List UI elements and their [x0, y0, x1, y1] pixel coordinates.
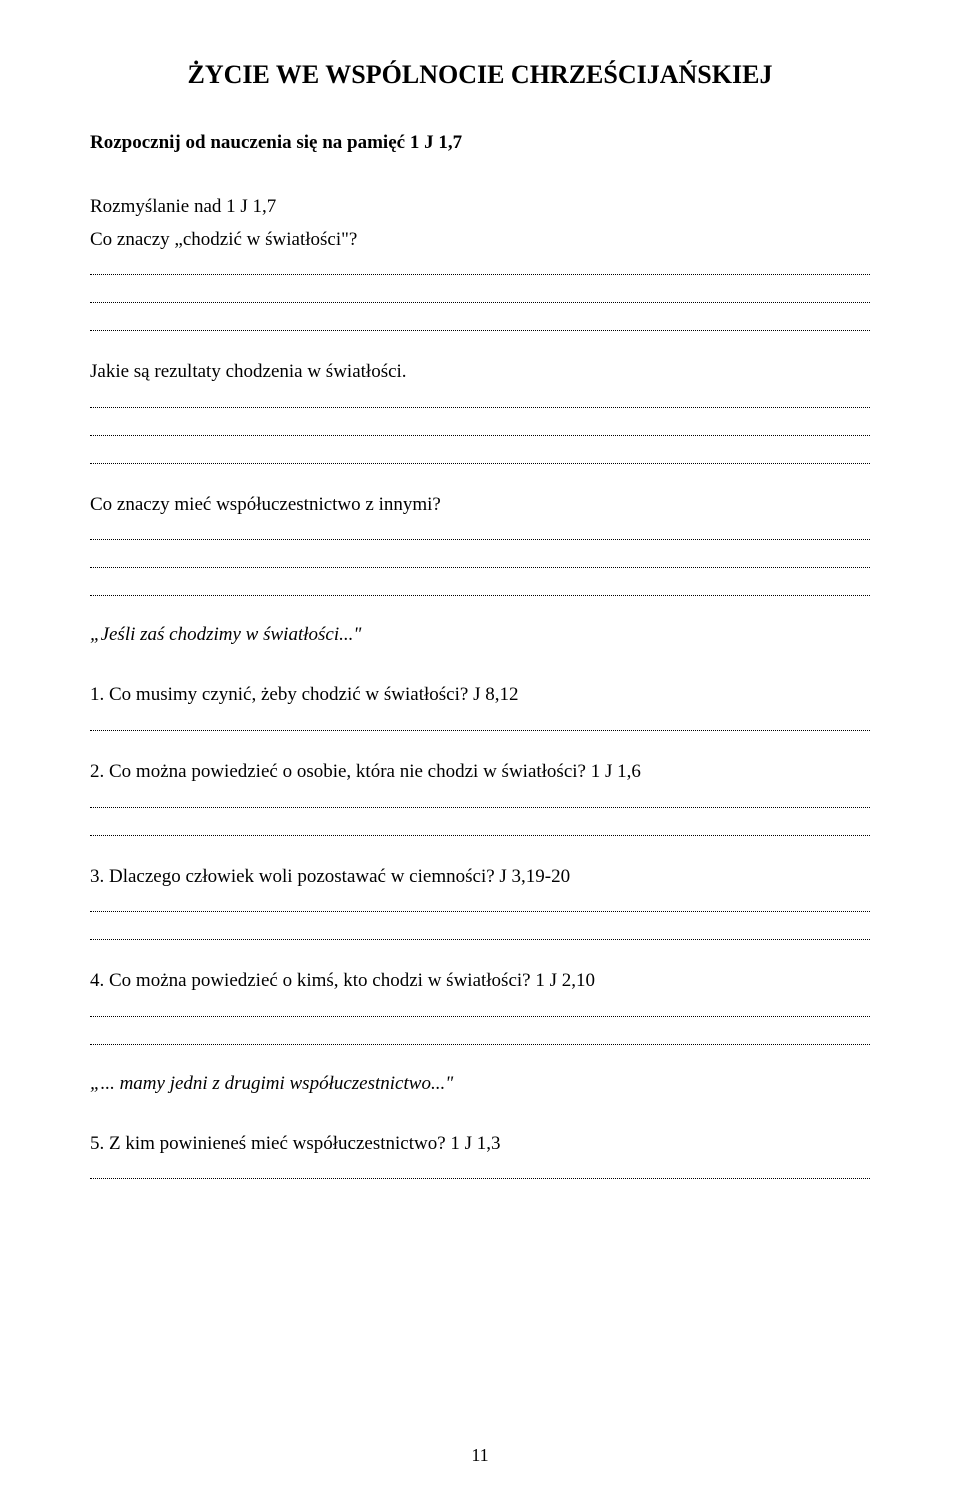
- question-1-block: 1. Co musimy czynić, żeby chodzić w świa…: [90, 682, 870, 731]
- question-5-block: 5. Z kim powinieneś mieć współuczestnict…: [90, 1131, 870, 1180]
- intro-question-1-block: Co znaczy „chodzić w światłości"?: [90, 227, 870, 332]
- page-number: 11: [0, 1445, 960, 1466]
- question-3: 3. Dlaczego człowiek woli pozostawać w c…: [90, 864, 870, 891]
- dotted-line: [90, 820, 870, 836]
- blank-lines: [90, 715, 870, 731]
- memorize-instruction: Rozpocznij od nauczenia się na pamięć 1 …: [90, 132, 870, 154]
- dotted-line: [90, 792, 870, 808]
- blank-lines: [90, 896, 870, 940]
- dotted-line: [90, 1163, 870, 1179]
- document-page: ŻYCIE WE WSPÓLNOCIE CHRZEŚCIJAŃSKIEJ Roz…: [0, 0, 960, 1502]
- dotted-line: [90, 552, 870, 568]
- section-quote-1: „Jeśli zaś chodzimy w światłości...": [90, 624, 870, 646]
- blank-lines: [90, 392, 870, 464]
- question-4: 4. Co można powiedzieć o kimś, kto chodz…: [90, 968, 870, 995]
- dotted-line: [90, 1029, 870, 1045]
- dotted-line: [90, 924, 870, 940]
- dotted-line: [90, 259, 870, 275]
- question-3-block: 3. Dlaczego człowiek woli pozostawać w c…: [90, 864, 870, 941]
- dotted-line: [90, 580, 870, 596]
- blank-lines: [90, 259, 870, 331]
- intro-question-1: Co znaczy „chodzić w światłości"?: [90, 227, 870, 254]
- dotted-line: [90, 315, 870, 331]
- intro-question-3-block: Co znaczy mieć współuczestnictwo z innym…: [90, 492, 870, 597]
- blank-lines: [90, 524, 870, 596]
- intro-question-2-block: Jakie są rezultaty chodzenia w światłośc…: [90, 359, 870, 464]
- blank-lines: [90, 1001, 870, 1045]
- question-2-block: 2. Co można powiedzieć o osobie, która n…: [90, 759, 870, 836]
- dotted-line: [90, 896, 870, 912]
- blank-lines: [90, 1163, 870, 1179]
- intro-question-3: Co znaczy mieć współuczestnictwo z innym…: [90, 492, 870, 519]
- dotted-line: [90, 1001, 870, 1017]
- question-4-block: 4. Co można powiedzieć o kimś, kto chodz…: [90, 968, 870, 1045]
- reflection-heading: Rozmyślanie nad 1 J 1,7: [90, 194, 870, 221]
- dotted-line: [90, 448, 870, 464]
- dotted-line: [90, 420, 870, 436]
- question-5: 5. Z kim powinieneś mieć współuczestnict…: [90, 1131, 870, 1158]
- question-2: 2. Co można powiedzieć o osobie, która n…: [90, 759, 870, 786]
- intro-question-2: Jakie są rezultaty chodzenia w światłośc…: [90, 359, 870, 386]
- question-1: 1. Co musimy czynić, żeby chodzić w świa…: [90, 682, 870, 709]
- dotted-line: [90, 524, 870, 540]
- dotted-line: [90, 287, 870, 303]
- page-title: ŻYCIE WE WSPÓLNOCIE CHRZEŚCIJAŃSKIEJ: [90, 60, 870, 90]
- dotted-line: [90, 715, 870, 731]
- dotted-line: [90, 392, 870, 408]
- blank-lines: [90, 792, 870, 836]
- section-quote-2: „... mamy jedni z drugimi współuczestnic…: [90, 1073, 870, 1095]
